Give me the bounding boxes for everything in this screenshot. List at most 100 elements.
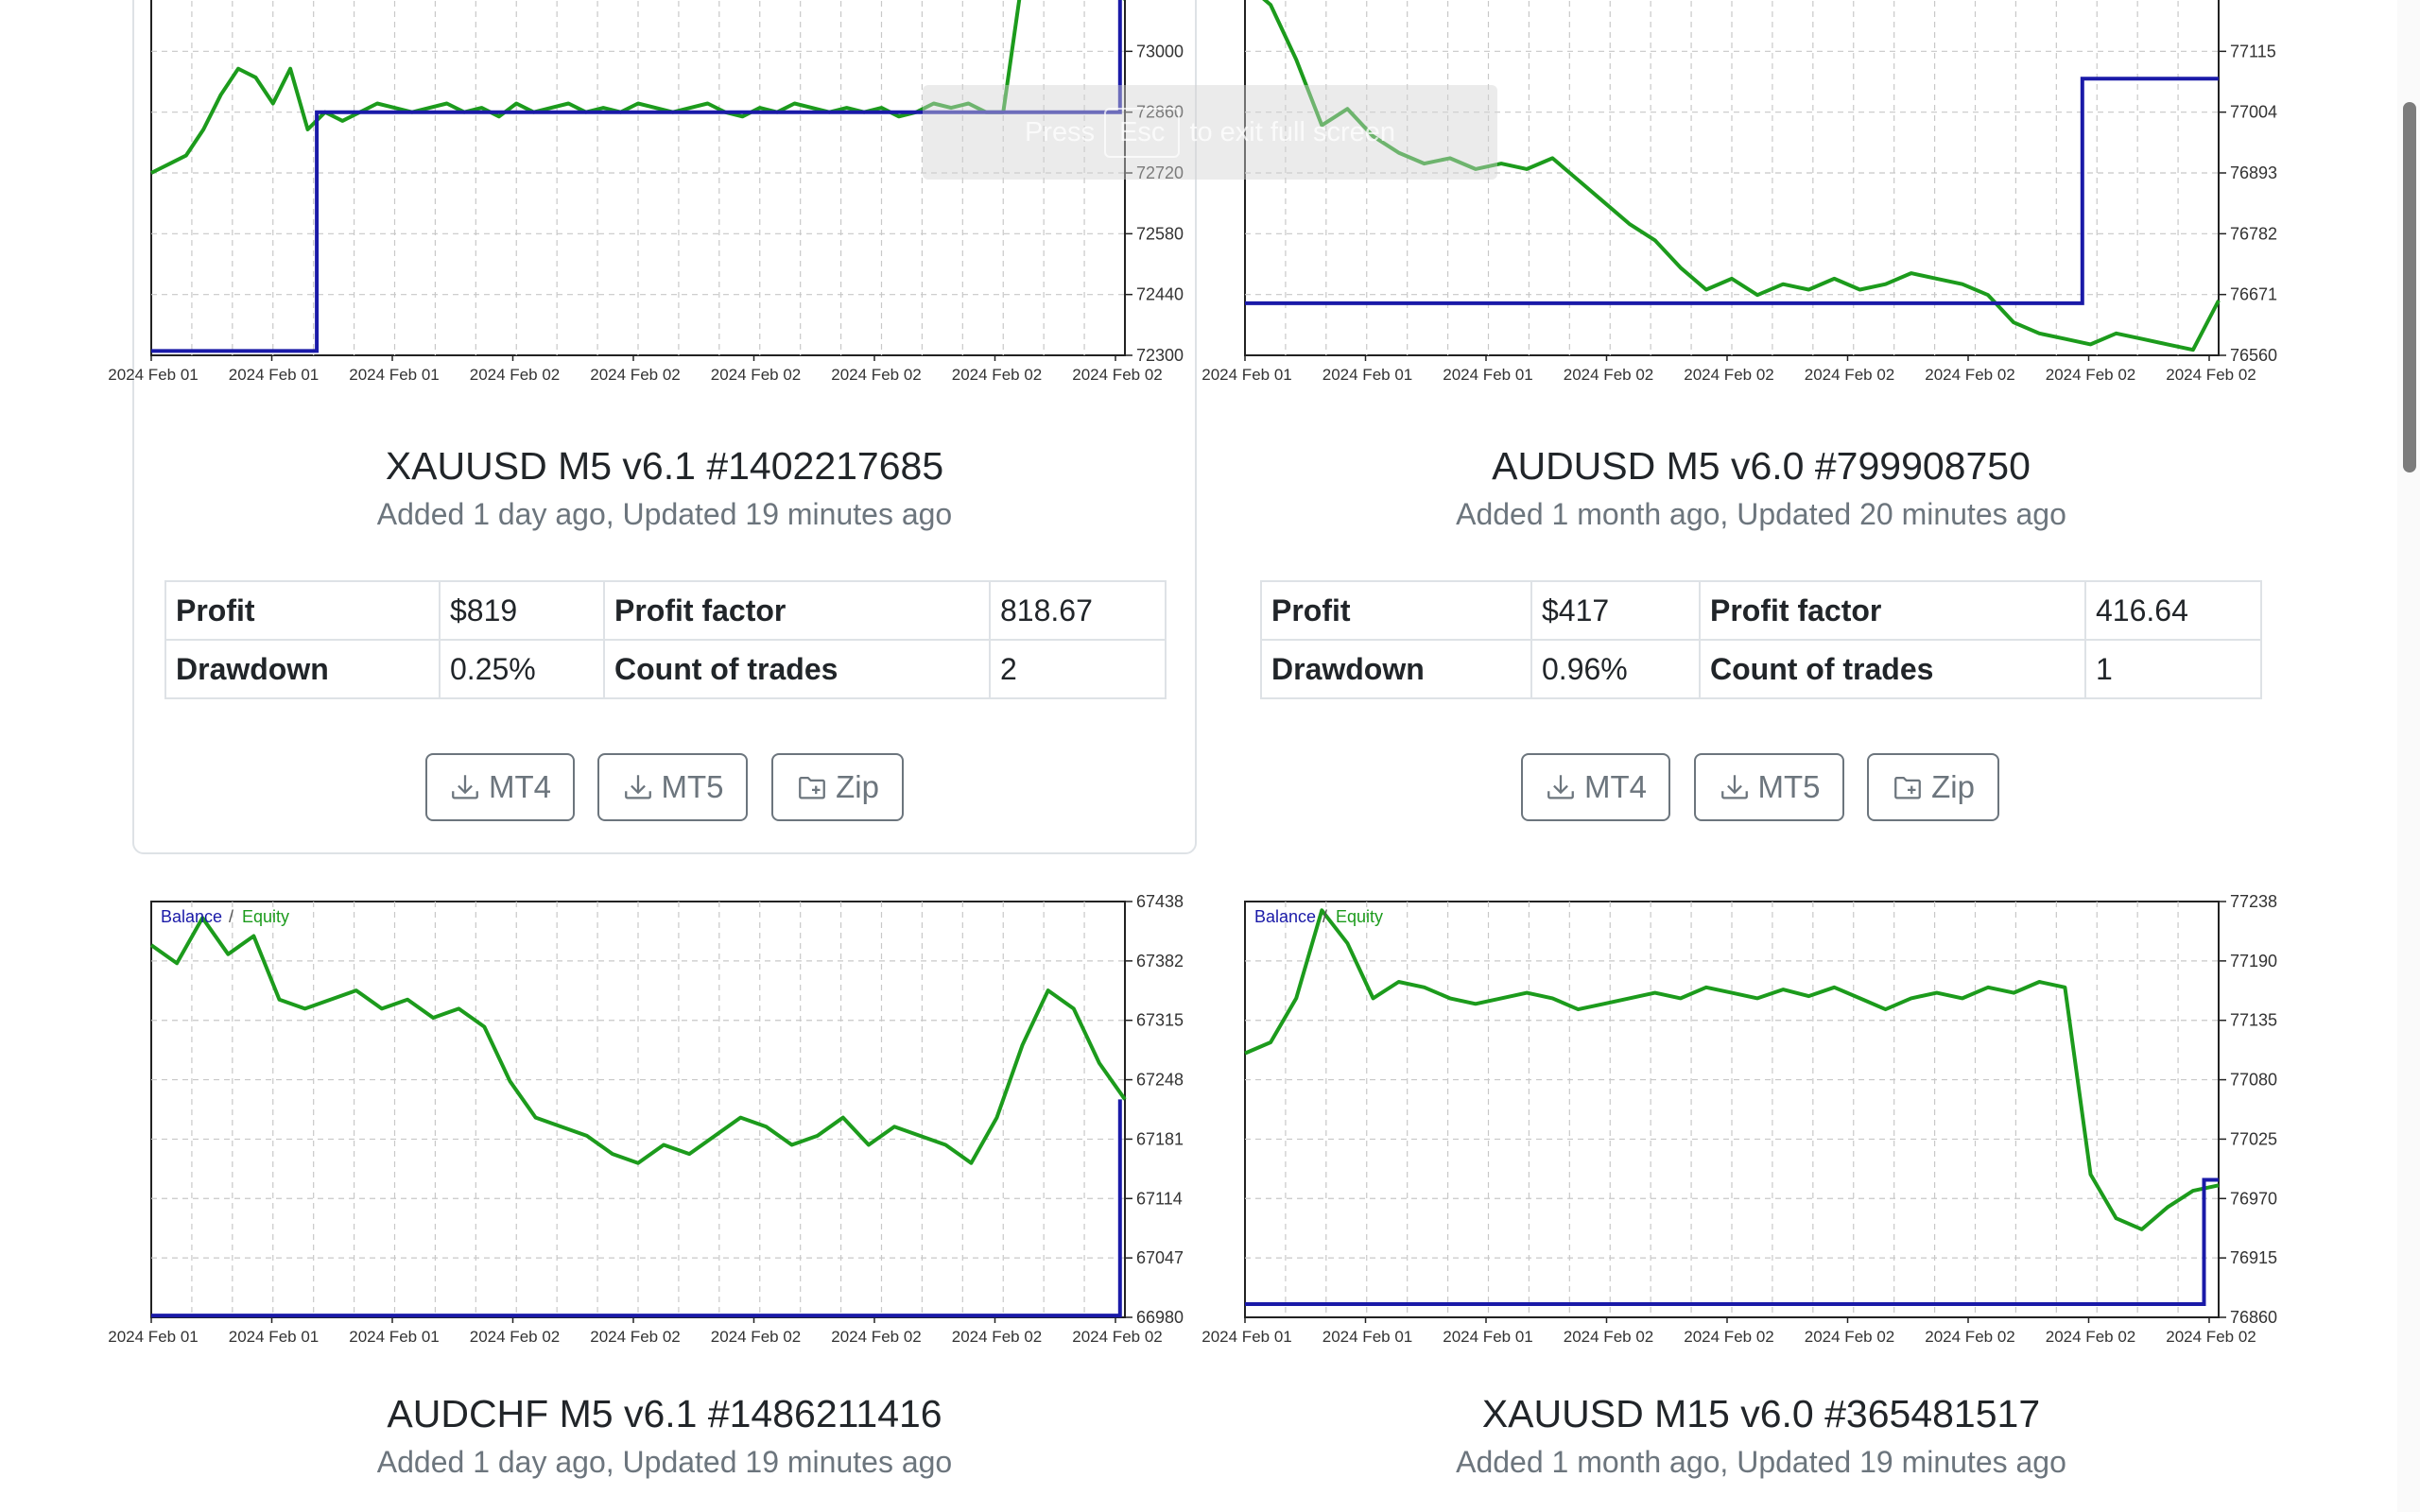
folder-plus-icon	[799, 776, 825, 799]
strategy-title[interactable]: AUDUSD M5 v6.0 #799908750	[1492, 444, 2031, 488]
x-tick-label: 2024 Feb 02	[711, 1328, 801, 1346]
strategy-title[interactable]: AUDCHF M5 v6.1 #1486211416	[387, 1392, 942, 1435]
stats-table-1: Profit $819 Profit factor 818.67 Drawdow…	[164, 580, 1167, 699]
trades-value: 2	[989, 639, 1167, 699]
legend-equity: Equity	[1336, 907, 1383, 926]
profit-factor-value: 416.64	[2084, 580, 2262, 641]
x-tick-label: 2024 Feb 02	[590, 1328, 680, 1346]
x-tick-label: 2024 Feb 02	[590, 366, 680, 384]
strategy-title[interactable]: XAUUSD M5 v6.1 #1402217685	[385, 444, 944, 488]
scrollbar-thumb[interactable]	[2403, 102, 2416, 472]
strategy-subtitle: Added 1 month ago, Updated 20 minutes ag…	[1456, 497, 2066, 531]
mt4-label: MT4	[1584, 769, 1647, 804]
y-tick-label: 73000	[1136, 42, 1184, 60]
table-row: Profit $417 Profit factor 416.64	[1260, 580, 2262, 641]
x-tick-label: 2024 Feb 02	[2166, 366, 2256, 384]
x-tick-label: 2024 Feb 02	[1072, 1328, 1162, 1346]
drawdown-value: 0.96%	[1530, 639, 1701, 699]
drawdown-label: Drawdown	[164, 639, 441, 699]
legend-separator: /	[1322, 907, 1327, 926]
download-mt5-button[interactable]: MT5	[1694, 753, 1844, 821]
x-tick-label: 2024 Feb 02	[1805, 366, 1894, 384]
balance-line	[151, 0, 1122, 353]
table-row: Drawdown 0.25% Count of trades 2	[164, 639, 1167, 699]
download-icon	[1547, 775, 1574, 799]
toast-text-post: to exit full screen	[1189, 116, 1396, 147]
strategy-subtitle: Added 1 day ago, Updated 19 minutes ago	[376, 497, 953, 531]
download-mt4-button[interactable]: MT4	[1521, 753, 1670, 821]
equity-chart-2: 772267711577004768937678276671765602024 …	[1201, 0, 2294, 406]
x-tick-label: 2024 Feb 02	[1072, 366, 1162, 384]
drawdown-label: Drawdown	[1260, 639, 1532, 699]
y-tick-label: 77004	[2230, 103, 2277, 122]
y-tick-label: 67315	[1136, 1011, 1184, 1030]
x-tick-label: 2024 Feb 02	[1564, 1328, 1653, 1346]
table-row: Drawdown 0.96% Count of trades 1	[1260, 639, 2262, 699]
x-tick-label: 2024 Feb 01	[229, 366, 319, 384]
mt5-label: MT5	[1757, 769, 1821, 804]
mt5-label: MT5	[661, 769, 724, 804]
y-tick-label: 72720	[1136, 163, 1184, 182]
x-tick-label: 2024 Feb 01	[1322, 366, 1412, 384]
equity-line	[1262, 0, 2221, 352]
equity-chart-1: 731407300072860727207258072440723002024 …	[108, 0, 1201, 406]
y-tick-label: 66980	[1136, 1308, 1184, 1327]
x-tick-label: 2024 Feb 01	[349, 1328, 439, 1346]
x-tick-label: 2024 Feb 01	[1201, 1328, 1291, 1346]
balance-line	[151, 1099, 1122, 1318]
x-tick-label: 2024 Feb 02	[952, 1328, 1042, 1346]
y-tick-label: 72580	[1136, 224, 1184, 243]
profit-label: Profit	[164, 580, 441, 641]
x-tick-label: 2024 Feb 02	[470, 366, 560, 384]
x-tick-label: 2024 Feb 02	[2166, 1328, 2256, 1346]
profit-factor-value: 818.67	[989, 580, 1167, 641]
strategy-subtitle: Added 1 month ago, Updated 19 minutes ag…	[1456, 1445, 2066, 1479]
download-icon	[452, 775, 478, 799]
y-tick-label: 67248	[1136, 1071, 1184, 1090]
y-tick-label: 76893	[2230, 163, 2277, 182]
download-zip-button[interactable]: Zip	[771, 753, 904, 821]
toast-text-pre: Press	[1024, 116, 1096, 147]
profit-factor-label: Profit factor	[1699, 580, 2086, 641]
equity-chart-3: 67438 67382 67315 67248 67181 67114 67047 66980…	[108, 888, 1201, 1351]
x-tick-label: 2024 Feb 01	[349, 366, 439, 384]
y-tick-label: 76860	[2230, 1308, 2277, 1327]
y-tick-label: 77115	[2230, 42, 2276, 60]
y-tick-label: 72440	[1136, 285, 1184, 304]
download-icon	[624, 775, 651, 799]
equity-line	[149, 916, 1127, 1165]
drawdown-value: 0.25%	[439, 639, 605, 699]
trades-value: 1	[2084, 639, 2262, 699]
x-tick-label: 2024 Feb 01	[108, 366, 198, 384]
x-tick-label: 2024 Feb 02	[1564, 366, 1653, 384]
y-tick-label: 77080	[2230, 1071, 2277, 1090]
download-zip-button[interactable]: Zip	[1867, 753, 1999, 821]
x-tick-label: 2024 Feb 02	[952, 366, 1042, 384]
zip-label: Zip	[1931, 769, 1975, 804]
x-tick-label: 2024 Feb 02	[1684, 1328, 1773, 1346]
equity-chart-4: 77238 77190 77135 77080 77025 76970 76915 76860…	[1201, 888, 2294, 1351]
folder-plus-icon	[1894, 776, 1921, 799]
strategy-subtitle: Added 1 day ago, Updated 19 minutes ago	[376, 1445, 953, 1479]
profit-value: $819	[439, 580, 605, 641]
legend-equity: Equity	[242, 907, 289, 926]
y-tick-label: 67438	[1136, 892, 1184, 911]
y-tick-label: 67114	[1136, 1189, 1183, 1208]
x-tick-label: 2024 Feb 02	[1684, 366, 1773, 384]
y-tick-label: 76782	[2230, 224, 2277, 243]
y-tick-label: 67047	[1136, 1248, 1184, 1267]
download-mt5-button[interactable]: MT5	[597, 753, 748, 821]
x-tick-label: 2024 Feb 01	[108, 1328, 198, 1346]
download-mt4-button[interactable]: MT4	[425, 753, 575, 821]
strategy-title[interactable]: XAUUSD M15 v6.0 #365481517	[1481, 1392, 2041, 1435]
profit-factor-label: Profit factor	[603, 580, 991, 641]
x-tick-label: 2024 Feb 01	[1322, 1328, 1412, 1346]
profit-label: Profit	[1260, 580, 1532, 641]
x-tick-label: 2024 Feb 02	[831, 1328, 921, 1346]
balance-line	[1245, 77, 2219, 305]
mt4-label: MT4	[489, 769, 551, 804]
y-tick-label: 72300	[1136, 346, 1184, 365]
y-tick-label: 77135	[2230, 1011, 2277, 1030]
x-tick-label: 2024 Feb 02	[1805, 1328, 1894, 1346]
zip-label: Zip	[836, 769, 879, 804]
